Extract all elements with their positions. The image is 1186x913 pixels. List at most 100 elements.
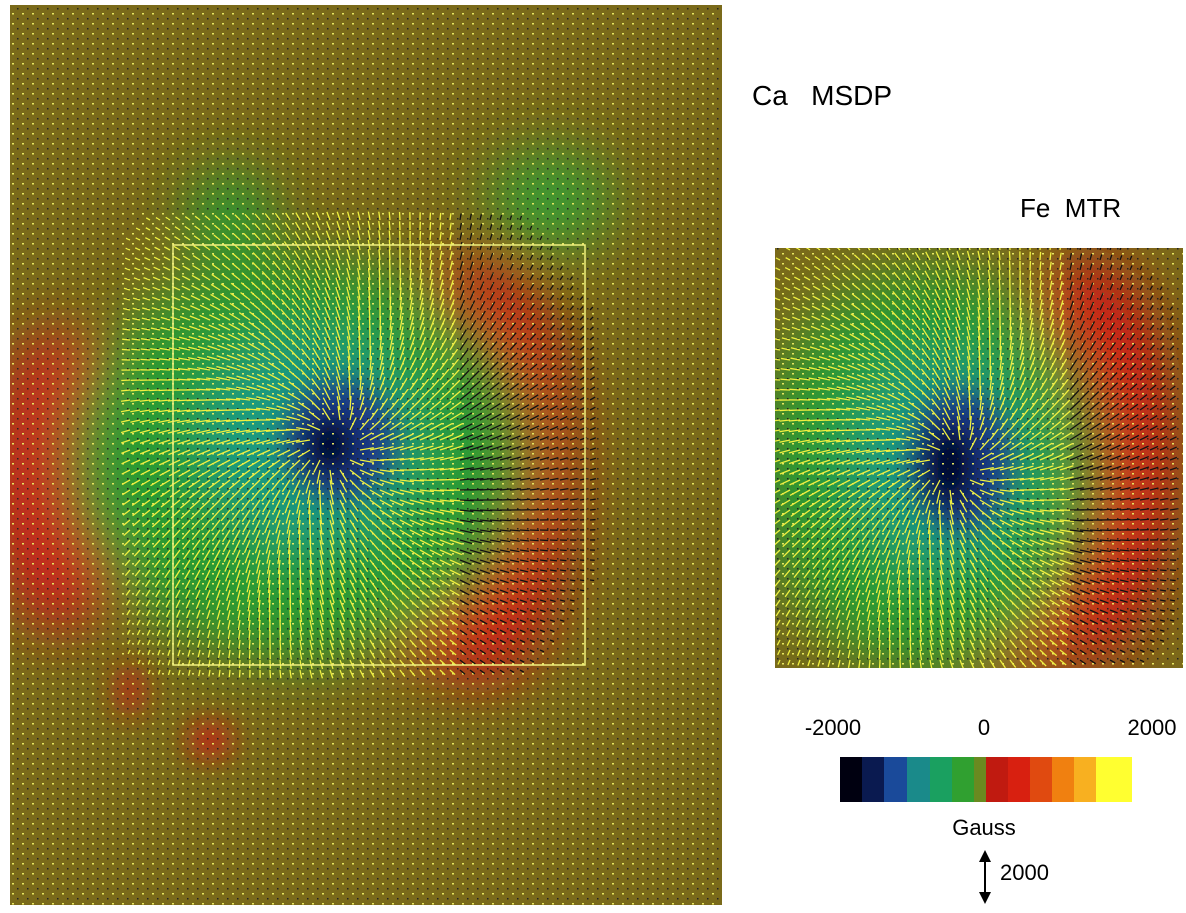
vector (1110, 540, 1121, 541)
vector (550, 550, 557, 551)
vector (159, 369, 170, 370)
vector (520, 530, 530, 531)
vector (149, 390, 160, 391)
vector (150, 359, 160, 360)
vector (229, 670, 230, 677)
panel-label: Ca MSDP (752, 80, 892, 111)
vector (570, 560, 576, 561)
vector (520, 499, 530, 500)
vector (980, 386, 981, 400)
vector (1130, 550, 1139, 551)
vector (570, 590, 575, 591)
vector (1170, 590, 1175, 591)
vector (1140, 560, 1148, 561)
vector (249, 640, 250, 649)
vector (560, 570, 566, 571)
vector (280, 670, 281, 678)
vector (570, 509, 577, 510)
vector (122, 349, 130, 350)
vector (280, 650, 281, 659)
vector (510, 530, 520, 531)
vector (570, 580, 575, 581)
vector (140, 359, 150, 360)
colorbar-label: 2000 (1128, 715, 1177, 740)
vector (239, 650, 240, 658)
vector (910, 630, 911, 641)
vector (1160, 529, 1167, 530)
vector (266, 419, 280, 420)
vector (1120, 519, 1130, 520)
vector (259, 620, 260, 631)
vector (590, 499, 596, 500)
vector (869, 660, 870, 669)
vector (560, 560, 566, 561)
ca-magnetogram (0, 5, 722, 905)
colorbar-label: 0 (978, 715, 990, 740)
vector (131, 349, 140, 350)
vector (1150, 519, 1158, 520)
vector (1009, 251, 1010, 260)
vector (1160, 519, 1168, 520)
vector (580, 590, 584, 591)
vector (389, 212, 390, 220)
panel-label: Fe MTR (1020, 193, 1121, 223)
vector (999, 270, 1000, 280)
vector (560, 499, 568, 500)
vector (420, 231, 421, 240)
vector (540, 499, 549, 500)
vector (1020, 289, 1021, 300)
vector (239, 660, 240, 668)
fe-magnetogram (760, 242, 1183, 670)
vector (570, 499, 577, 500)
vector (999, 279, 1000, 290)
vector (410, 259, 411, 270)
vector (780, 410, 790, 411)
vector (280, 640, 281, 650)
scale-arrow (979, 850, 991, 904)
vector (1170, 519, 1177, 520)
vector (1120, 550, 1130, 551)
vector (550, 499, 558, 500)
vector (1160, 580, 1166, 581)
vector (1160, 590, 1166, 591)
vector (540, 550, 548, 551)
vector (1160, 570, 1167, 571)
vector (1030, 271, 1031, 280)
vector (259, 630, 260, 640)
vector (440, 213, 441, 220)
vector (500, 520, 511, 521)
vector (1170, 529, 1177, 530)
vector (510, 499, 521, 500)
vector (540, 540, 548, 541)
vector (560, 509, 568, 510)
vector (430, 222, 431, 230)
vector (1130, 519, 1140, 520)
vector (570, 570, 576, 571)
vector (530, 499, 540, 500)
vector (389, 221, 390, 230)
vector (286, 429, 300, 430)
vector (140, 390, 150, 391)
vector (1170, 610, 1175, 611)
vector (780, 379, 790, 380)
vector (550, 509, 558, 510)
colorbar-unit: Gauss (952, 815, 1016, 840)
vector (430, 232, 431, 240)
vector (886, 439, 900, 440)
vector (280, 630, 281, 641)
vector (121, 390, 130, 391)
vector (590, 509, 596, 510)
vector (866, 429, 880, 430)
colorbar-label: -2000 (805, 715, 861, 740)
vector (580, 580, 585, 581)
colorbar (840, 757, 1132, 802)
vector (789, 389, 800, 390)
vector (1050, 243, 1051, 250)
vector (1040, 261, 1041, 270)
vector (530, 540, 539, 541)
vector (889, 630, 890, 641)
vector (550, 560, 557, 561)
vector (410, 250, 411, 260)
vector (910, 640, 911, 651)
